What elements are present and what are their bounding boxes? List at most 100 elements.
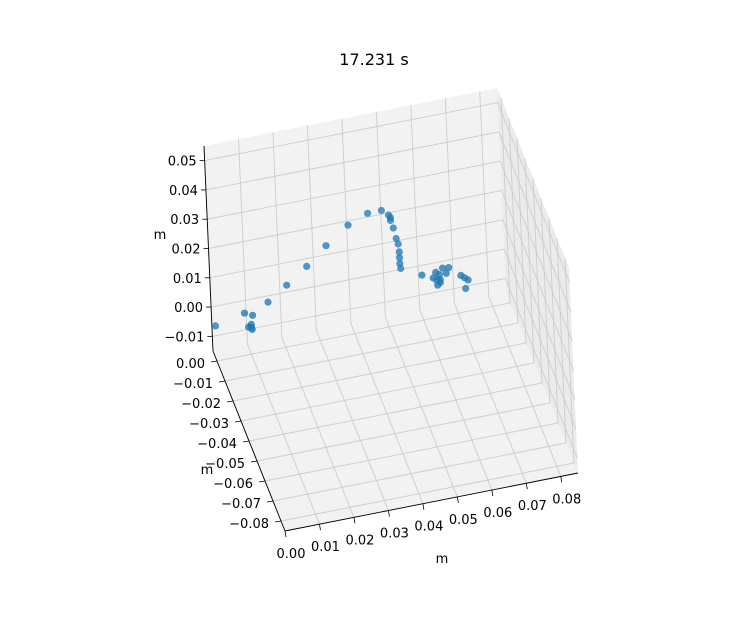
grid-line-y bbox=[232, 137, 527, 402]
y-tick-label: −0.05 bbox=[205, 457, 245, 472]
grid-line-y bbox=[272, 237, 567, 502]
data-point bbox=[364, 209, 372, 217]
y-tick-mark bbox=[226, 400, 234, 403]
x-tick-label: 0.02 bbox=[345, 533, 374, 548]
data-point bbox=[377, 206, 385, 215]
y-tick-label: −0.01 bbox=[173, 377, 213, 392]
data-point bbox=[445, 264, 453, 272]
grid-lines bbox=[203, 91, 578, 532]
grid-line-x bbox=[410, 105, 493, 491]
grid-line-z bbox=[211, 248, 577, 430]
x-tick-label: 0.01 bbox=[311, 540, 340, 555]
y-tick-mark bbox=[210, 360, 218, 363]
y-tick-mark bbox=[234, 420, 242, 423]
grid-line-z bbox=[212, 277, 578, 459]
x-tick-label: 0.00 bbox=[277, 547, 306, 562]
grid-line-y bbox=[264, 217, 559, 482]
data-point bbox=[303, 262, 311, 270]
x-axis-line bbox=[284, 472, 579, 532]
data-point bbox=[392, 234, 400, 243]
tick-labels: 0.00 0.01 0.02 0.03 0.04 0.05 0.06 0.07 0.08 0.00… bbox=[154, 155, 582, 567]
data-point bbox=[344, 221, 352, 229]
data-point bbox=[322, 242, 330, 250]
data-point bbox=[264, 298, 272, 306]
grid-line-y bbox=[224, 117, 519, 382]
data-point bbox=[283, 281, 291, 289]
y-tick-mark bbox=[266, 500, 274, 503]
x-tick-mark bbox=[560, 476, 563, 483]
grid-line-y bbox=[248, 177, 543, 442]
y-tick-label: −0.04 bbox=[197, 437, 237, 452]
data-point bbox=[462, 284, 470, 293]
z-tick-label: −0.01 bbox=[165, 330, 205, 345]
grid-line-y bbox=[216, 97, 511, 362]
grid-line-x bbox=[238, 139, 320, 525]
grid-line-x bbox=[375, 111, 458, 498]
data-point bbox=[418, 271, 426, 279]
data-point bbox=[442, 269, 450, 277]
y-tick-label: −0.07 bbox=[221, 497, 261, 512]
z-axis-label: m bbox=[154, 228, 167, 243]
x-tick-mark bbox=[525, 483, 528, 490]
data-point bbox=[240, 309, 249, 317]
x-tick-mark bbox=[456, 496, 459, 503]
grid-line-y bbox=[256, 197, 551, 462]
data-point bbox=[395, 254, 404, 262]
x-tick-mark bbox=[319, 524, 321, 531]
z-tick-label: 0.02 bbox=[172, 243, 201, 258]
grid-line-x bbox=[444, 98, 527, 484]
grid-line-x bbox=[341, 118, 424, 504]
data-points bbox=[211, 206, 472, 333]
grid-line-z bbox=[204, 102, 571, 283]
data-point bbox=[211, 322, 220, 330]
x-tick-mark bbox=[388, 510, 390, 517]
x-axis-label: m bbox=[436, 552, 449, 567]
y-axis-label: m bbox=[201, 463, 214, 478]
chart-title: 17.231 s bbox=[339, 50, 409, 69]
grid-line-z bbox=[207, 160, 573, 342]
y-tick-mark bbox=[242, 440, 250, 443]
data-point bbox=[395, 248, 403, 256]
data-point bbox=[436, 275, 444, 284]
y-tick-label: −0.06 bbox=[213, 477, 253, 492]
y-tick-mark bbox=[258, 480, 266, 483]
z-tick-label: 0.03 bbox=[170, 213, 199, 228]
y-tick-label: 0.00 bbox=[176, 357, 205, 372]
x-tick-mark bbox=[284, 530, 287, 538]
y-tick-mark bbox=[274, 520, 282, 523]
data-point bbox=[249, 311, 257, 319]
grid-line-x bbox=[272, 132, 355, 518]
data-point bbox=[386, 216, 395, 225]
grid-line-z bbox=[208, 189, 574, 371]
y-tick-label: −0.08 bbox=[229, 517, 269, 532]
grid-line-x bbox=[306, 125, 389, 511]
z-tick-label: 0.05 bbox=[168, 155, 197, 170]
z-tick-label: 0.04 bbox=[169, 184, 198, 199]
y-tick-label: −0.02 bbox=[181, 397, 221, 412]
data-point bbox=[464, 276, 472, 284]
data-point bbox=[394, 240, 402, 248]
grid-line-x bbox=[479, 91, 562, 477]
grid-line-y bbox=[280, 257, 575, 522]
data-point bbox=[247, 323, 255, 331]
data-point bbox=[397, 264, 405, 273]
data-point bbox=[438, 264, 447, 272]
grid-line-y bbox=[240, 157, 535, 422]
y-tick-mark bbox=[250, 460, 258, 463]
x-tick-label: 0.06 bbox=[483, 506, 512, 521]
x-tick-label: 0.04 bbox=[414, 520, 443, 535]
x-tick-label: 0.05 bbox=[449, 513, 478, 528]
x-tick-label: 0.03 bbox=[380, 527, 409, 542]
data-point bbox=[389, 224, 397, 232]
grid-line-z bbox=[205, 131, 572, 313]
x-tick-mark bbox=[353, 517, 356, 524]
y-tick-label: −0.03 bbox=[189, 417, 229, 432]
z-tick-label: 0.01 bbox=[173, 272, 202, 287]
axis-panes bbox=[204, 88, 578, 531]
x-tick-label: 0.08 bbox=[552, 492, 581, 507]
x-tick-label: 0.07 bbox=[518, 499, 547, 514]
grid-line-z bbox=[209, 219, 576, 400]
x-tick-mark bbox=[491, 489, 494, 497]
y-tick-mark bbox=[218, 380, 226, 383]
